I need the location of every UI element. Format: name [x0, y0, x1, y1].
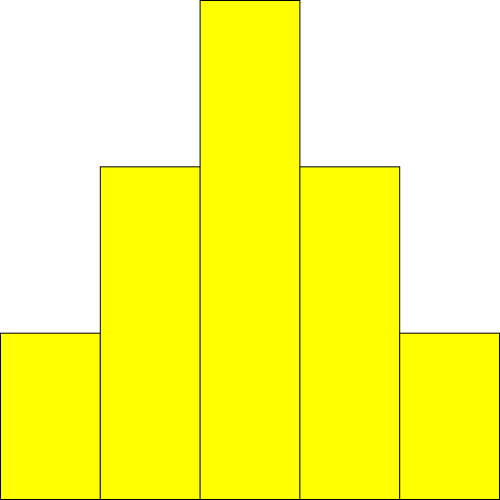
- bar-1: [0, 332, 101, 500]
- bar-5: [399, 332, 500, 500]
- bar-2: [99, 166, 201, 500]
- bar-4: [299, 166, 401, 500]
- bar-3: [199, 0, 301, 500]
